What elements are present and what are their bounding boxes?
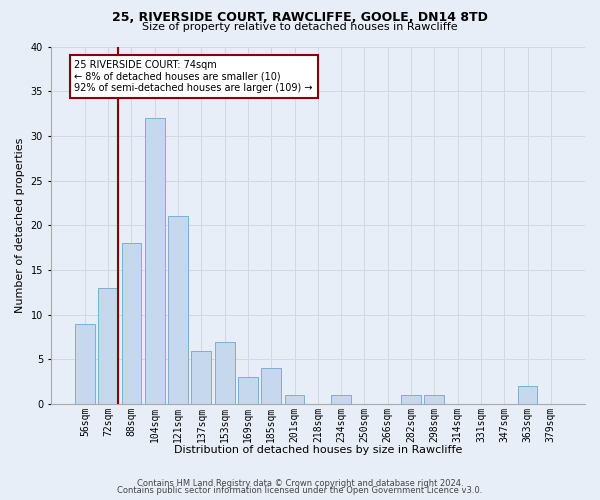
- Bar: [401, 396, 421, 404]
- Bar: [331, 396, 351, 404]
- Bar: [262, 368, 281, 404]
- Bar: [191, 350, 211, 404]
- Text: 25 RIVERSIDE COURT: 74sqm
← 8% of detached houses are smaller (10)
92% of semi-d: 25 RIVERSIDE COURT: 74sqm ← 8% of detach…: [74, 60, 313, 93]
- Text: 25, RIVERSIDE COURT, RAWCLIFFE, GOOLE, DN14 8TD: 25, RIVERSIDE COURT, RAWCLIFFE, GOOLE, D…: [112, 11, 488, 24]
- Bar: [518, 386, 538, 404]
- Bar: [145, 118, 164, 404]
- Text: Size of property relative to detached houses in Rawcliffe: Size of property relative to detached ho…: [142, 22, 458, 32]
- Text: Contains HM Land Registry data © Crown copyright and database right 2024.: Contains HM Land Registry data © Crown c…: [137, 478, 463, 488]
- Bar: [168, 216, 188, 404]
- Bar: [238, 378, 258, 404]
- Bar: [284, 396, 304, 404]
- Bar: [215, 342, 235, 404]
- Text: Contains public sector information licensed under the Open Government Licence v3: Contains public sector information licen…: [118, 486, 482, 495]
- Bar: [75, 324, 95, 404]
- Bar: [424, 396, 444, 404]
- Bar: [122, 243, 142, 404]
- Y-axis label: Number of detached properties: Number of detached properties: [15, 138, 25, 313]
- X-axis label: Distribution of detached houses by size in Rawcliffe: Distribution of detached houses by size …: [173, 445, 462, 455]
- Bar: [98, 288, 118, 404]
